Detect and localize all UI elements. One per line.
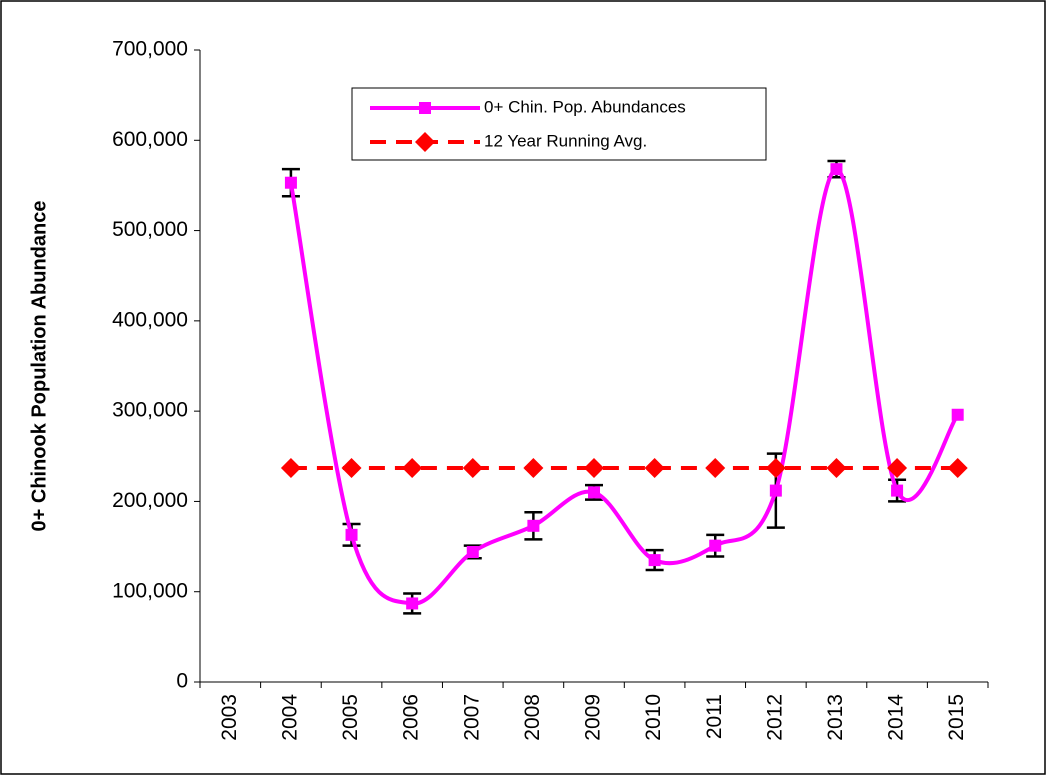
data-point	[826, 458, 847, 479]
legend-marker	[415, 132, 435, 152]
legend-label: 0+ Chin. Pop. Abundances	[484, 97, 686, 116]
data-point	[644, 458, 665, 479]
x-tick-label: 2005	[339, 694, 362, 741]
x-tick-label: 2007	[460, 694, 483, 741]
data-point	[345, 528, 358, 541]
y-tick-label: 500,000	[112, 218, 188, 241]
y-tick-label: 400,000	[112, 308, 188, 331]
x-tick-label: 2006	[400, 694, 423, 741]
data-point	[462, 458, 483, 479]
data-point	[584, 458, 604, 479]
data-point	[947, 458, 968, 479]
x-tick-label: 2014	[885, 694, 908, 741]
data-point	[891, 484, 904, 497]
data-point	[527, 519, 540, 532]
data-point	[769, 484, 782, 497]
y-axis-label: 0+ Chinook Population Abundance	[28, 201, 50, 532]
data-point	[280, 458, 301, 479]
data-point	[284, 176, 297, 189]
data-point	[887, 458, 908, 479]
data-point	[951, 408, 964, 421]
x-tick-label: 2012	[763, 694, 786, 741]
data-point	[765, 458, 786, 479]
x-tick-label: 2010	[642, 694, 665, 741]
legend-label: 12 Year Running Avg.	[484, 131, 647, 150]
data-point	[523, 458, 544, 479]
y-tick-label: 300,000	[112, 399, 188, 422]
data-point	[588, 486, 600, 499]
data-point	[402, 458, 423, 479]
y-tick-label: 600,000	[112, 128, 188, 151]
data-point	[705, 458, 726, 479]
data-point	[830, 163, 843, 176]
y-tick-label: 100,000	[112, 579, 188, 602]
y-tick-label: 200,000	[112, 489, 188, 512]
legend-marker	[419, 102, 431, 114]
x-tick-label: 2003	[218, 694, 241, 741]
data-point	[466, 545, 479, 558]
data-point	[648, 554, 661, 567]
x-tick-label: 2009	[582, 694, 605, 741]
data-point	[709, 539, 722, 552]
data-point	[341, 458, 362, 479]
x-tick-label: 2004	[278, 694, 301, 741]
x-tick-label: 2015	[945, 694, 968, 741]
x-tick-label: 2013	[824, 694, 847, 741]
y-tick-label: 700,000	[112, 38, 188, 61]
x-tick-label: 2011	[703, 694, 726, 739]
y-tick-label: 0	[176, 670, 188, 693]
data-point	[406, 597, 419, 610]
x-tick-label: 2008	[521, 694, 544, 741]
